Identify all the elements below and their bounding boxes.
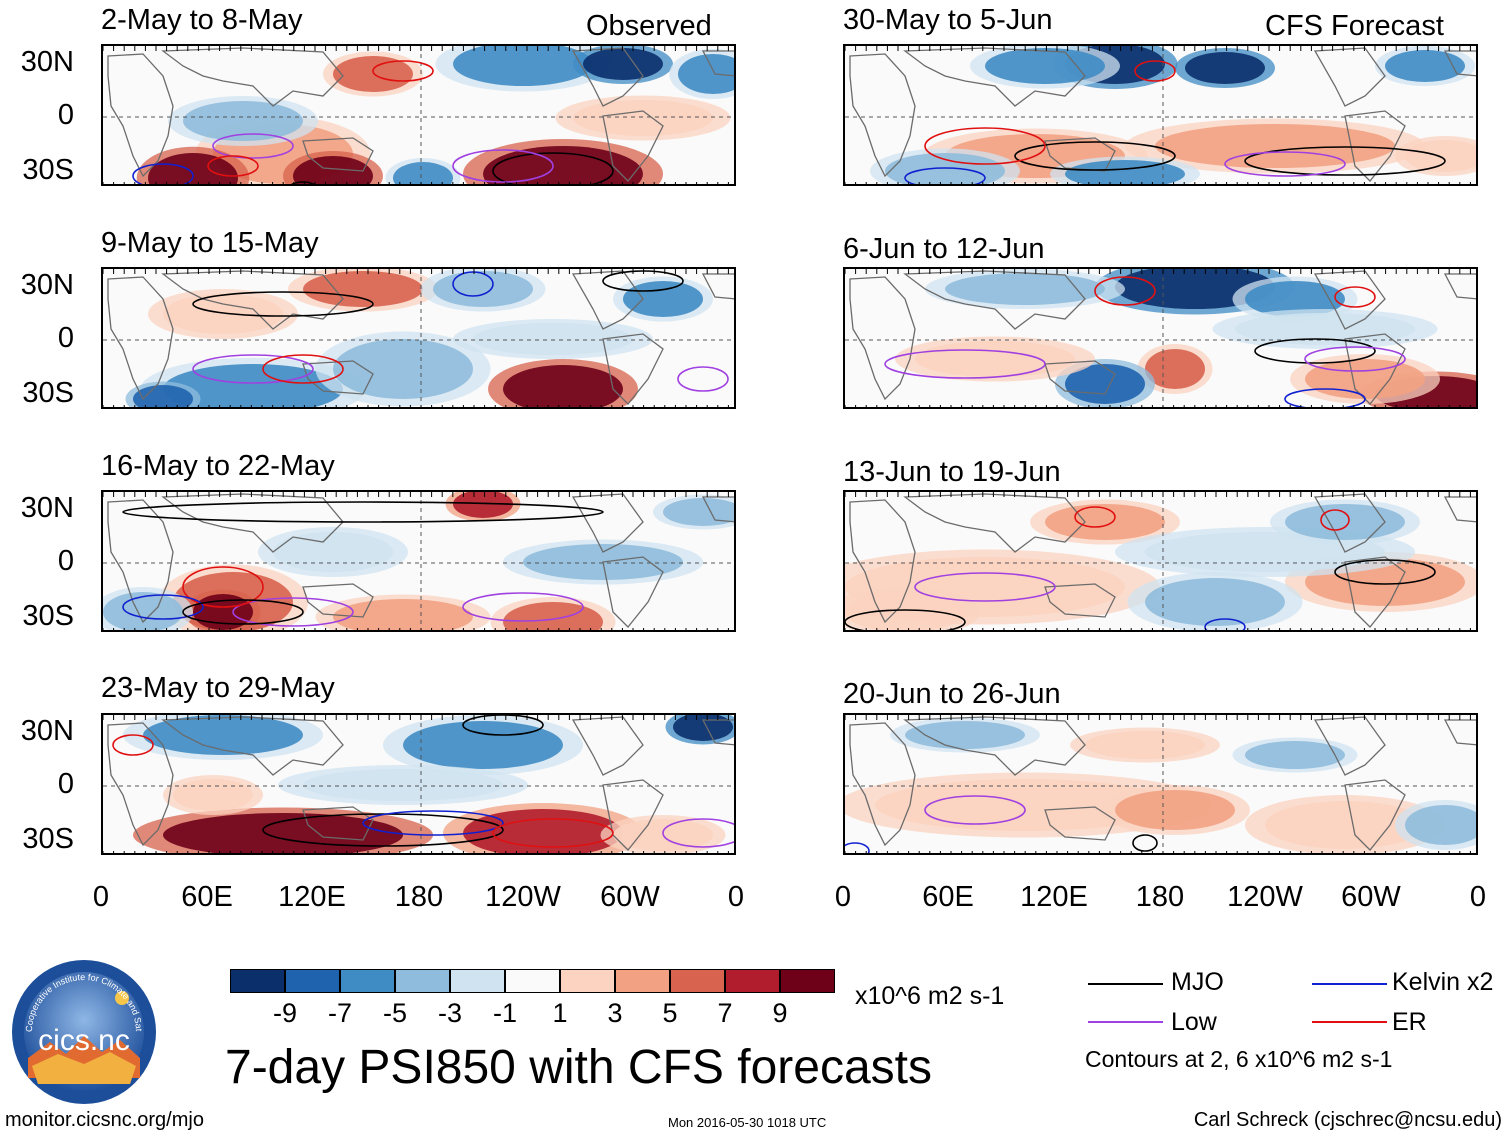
colorbar-swatch: [780, 969, 835, 993]
observed-panel-title-1: 2-May to 8-May: [101, 4, 303, 36]
legend-mjo-label: MJO: [1171, 968, 1224, 996]
contour-note: Contours at 2, 6 x10^6 m2 s-1: [1085, 1046, 1393, 1072]
lon-label-forecast: 0: [1469, 881, 1487, 913]
forecast-panel-title-2: 6-Jun to 12-Jun: [843, 233, 1045, 265]
colorbar-swatch: [725, 969, 780, 993]
observed-map-3: [101, 490, 736, 632]
legend-er-label: ER: [1392, 1008, 1427, 1036]
lat-label: 30S: [22, 823, 74, 855]
forecast-map-3: [843, 490, 1478, 632]
colorbar-swatch: [230, 969, 285, 993]
lat-label: 30N: [20, 269, 74, 301]
forecast-map-1: [843, 44, 1478, 186]
colorbar-tick-label: -5: [382, 998, 407, 1028]
lat-label: 0: [57, 322, 74, 354]
lat-label: 30N: [20, 715, 74, 747]
colorbar-swatch: [505, 969, 560, 993]
colorbar-tick-label: 1: [552, 998, 568, 1028]
lat-label: 30S: [22, 154, 74, 186]
lon-label-forecast: 0: [834, 881, 852, 913]
lon-label-observed: 60E: [181, 881, 233, 913]
lon-label-forecast: 180: [1135, 881, 1185, 913]
lon-label-observed: 0: [92, 881, 110, 913]
lon-label-observed: 0: [727, 881, 745, 913]
forecast-label: CFS Forecast: [1265, 10, 1444, 42]
colorbar-swatch: [615, 969, 670, 993]
colorbar-tick-label: 9: [772, 998, 788, 1028]
colorbar-tick-label: -1: [492, 998, 517, 1028]
observed-panel-title-2: 9-May to 15-May: [101, 227, 319, 259]
observed-panel-title-4: 23-May to 29-May: [101, 672, 335, 704]
observed-panel-title-3: 16-May to 22-May: [101, 450, 335, 482]
lon-label-observed: 120W: [485, 881, 561, 913]
lat-label: 30N: [20, 492, 74, 524]
legend-low-line: [1088, 1021, 1163, 1023]
observed-label: Observed: [586, 10, 712, 42]
forecast-panel-title-1: 30-May to 5-Jun: [843, 4, 1053, 36]
forecast-map-4: [843, 713, 1478, 855]
observed-map-4: [101, 713, 736, 855]
lon-label-forecast: 60W: [1341, 881, 1401, 913]
lon-label-observed: 120E: [278, 881, 346, 913]
lon-label-observed: 60W: [600, 881, 660, 913]
observed-map-1: [101, 44, 736, 186]
legend-low-label: Low: [1171, 1008, 1217, 1036]
legend-kelvin-line: [1312, 983, 1387, 985]
colorbar-units: x10^6 m2 s-1: [855, 982, 1005, 1010]
colorbar-tick-label: 7: [717, 998, 733, 1028]
lon-label-forecast: 120W: [1227, 881, 1303, 913]
observed-map-2: [101, 267, 736, 409]
colorbar-tick-label: -3: [437, 998, 462, 1028]
lat-label: 0: [57, 99, 74, 131]
forecast-panel-title-3: 13-Jun to 19-Jun: [843, 456, 1061, 488]
legend-mjo-line: [1088, 983, 1163, 985]
forecast-panel-title-4: 20-Jun to 26-Jun: [843, 678, 1061, 710]
colorbar-tick-label: -7: [327, 998, 352, 1028]
colorbar-tick-label: 5: [662, 998, 678, 1028]
lat-label: 0: [57, 768, 74, 800]
forecast-map-2: [843, 267, 1478, 409]
colorbar-swatch: [395, 969, 450, 993]
lon-label-forecast: 60E: [922, 881, 974, 913]
logo-text: cics.nc: [38, 1024, 130, 1057]
footer-author: Carl Schreck (cjschrec@ncsu.edu): [1193, 1109, 1502, 1131]
lon-label-observed: 180: [394, 881, 444, 913]
colorbar-tick-label: 3: [607, 998, 623, 1028]
colorbar-swatch: [560, 969, 615, 993]
colorbar-swatch: [670, 969, 725, 993]
colorbar-swatch: [340, 969, 395, 993]
lat-label: 30S: [22, 600, 74, 632]
legend-kelvin-label: Kelvin x2: [1392, 968, 1494, 996]
lon-label-forecast: 120E: [1020, 881, 1088, 913]
footer-timestamp: Mon 2016-05-30 1018 UTC: [668, 1115, 827, 1130]
figure-title: 7-day PSI850 with CFS forecasts: [225, 1041, 932, 1094]
footer-url: monitor.cicsnc.org/mjo: [5, 1109, 204, 1131]
colorbar-tick-label: -9: [272, 998, 297, 1028]
lat-label: 30N: [20, 46, 74, 78]
colorbar-swatch: [450, 969, 505, 993]
lat-label: 30S: [22, 377, 74, 409]
lat-label: 0: [57, 545, 74, 577]
cicsnc-logo: cics.nc Cooperative Institute for Climat…: [7, 950, 158, 1106]
colorbar-swatch: [285, 969, 340, 993]
legend-er-line: [1312, 1021, 1387, 1023]
